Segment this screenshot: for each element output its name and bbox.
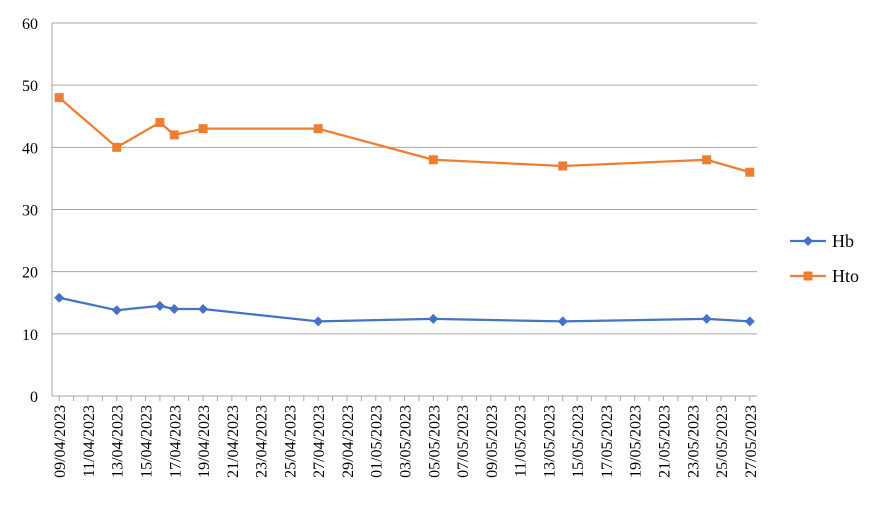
x-tick-label: 23/05/2023	[685, 405, 702, 478]
x-tick-label: 25/04/2023	[282, 405, 299, 478]
x-tick-label: 07/05/2023	[455, 405, 472, 478]
y-tick-label: 40	[22, 140, 38, 157]
data-point	[428, 313, 439, 324]
legend-marker	[803, 271, 813, 281]
data-point	[313, 124, 323, 134]
x-tick-label: 27/05/2023	[743, 405, 760, 478]
x-axis-tick-labels: 09/04/2023 11/04/2023 13/04/2023 15/04/2023…	[52, 405, 760, 478]
y-tick-label: 50	[22, 78, 38, 95]
x-tick-label: 23/04/2023	[254, 405, 271, 478]
x-tick-label: 13/05/2023	[541, 405, 558, 478]
x-tick-label: 03/05/2023	[398, 405, 415, 478]
series-layer	[54, 93, 755, 327]
series-line	[58, 96, 751, 174]
data-point	[744, 316, 755, 327]
data-point	[701, 313, 712, 324]
x-tick-label: 21/04/2023	[225, 405, 242, 478]
data-point	[313, 316, 324, 327]
data-point	[198, 124, 208, 134]
data-point	[54, 93, 64, 103]
data-point	[557, 316, 568, 327]
data-point	[702, 155, 712, 165]
legend-label: Hb	[832, 231, 854, 251]
data-point	[198, 303, 209, 314]
legend-marker	[803, 236, 813, 246]
legend-entry-hb: Hb	[790, 231, 854, 251]
x-tick-label: 15/05/2023	[570, 405, 587, 478]
x-tick-label: 27/04/2023	[311, 405, 328, 478]
series-line	[58, 296, 750, 323]
x-tick-label: 11/05/2023	[513, 405, 530, 477]
data-point	[155, 117, 165, 127]
y-tick-label: 20	[22, 265, 38, 282]
y-tick-label: 60	[22, 16, 38, 33]
legend-entry-hto: Hto	[790, 266, 859, 286]
gridlines	[52, 22, 757, 335]
x-tick-label: 11/04/2023	[81, 405, 98, 477]
x-tick-label: 05/05/2023	[426, 405, 443, 478]
x-tick-label: 17/04/2023	[167, 405, 184, 478]
x-tick-label: 13/04/2023	[110, 405, 127, 478]
x-tick-label: 17/05/2023	[599, 405, 616, 478]
x-tick-label: 21/05/2023	[656, 405, 673, 478]
data-point	[154, 300, 165, 311]
data-point	[428, 155, 438, 165]
axes	[51, 23, 757, 401]
x-tick-label: 29/04/2023	[340, 405, 357, 478]
data-point	[745, 167, 755, 177]
x-tick-label: 15/04/2023	[139, 405, 156, 478]
data-point	[111, 305, 122, 316]
legend: Hb Hto	[790, 231, 859, 286]
series-hto	[54, 93, 755, 177]
data-point	[169, 303, 180, 314]
y-tick-label: 0	[30, 389, 38, 406]
data-point	[112, 142, 122, 152]
series-hb	[54, 292, 755, 327]
y-tick-label: 30	[22, 203, 38, 220]
y-tick-label: 10	[22, 327, 38, 344]
data-point	[558, 161, 568, 171]
y-axis-tick-labels: 0 10 20 30 40 50 60	[22, 16, 38, 406]
legend-label: Hto	[832, 266, 859, 286]
x-tick-label: 19/05/2023	[628, 405, 645, 478]
x-tick-label: 01/05/2023	[369, 405, 386, 478]
x-tick-label: 19/04/2023	[196, 405, 213, 478]
x-tick-label: 25/05/2023	[714, 405, 731, 478]
x-tick-label: 09/04/2023	[52, 405, 69, 478]
data-point	[169, 130, 179, 140]
x-tick-label: 09/05/2023	[484, 405, 501, 478]
data-point	[54, 292, 65, 303]
